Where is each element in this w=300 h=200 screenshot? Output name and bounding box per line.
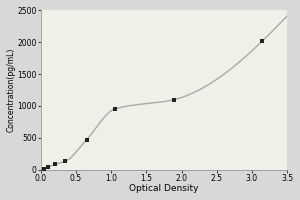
Y-axis label: Concentration(pg/mL): Concentration(pg/mL) — [7, 48, 16, 132]
X-axis label: Optical Density: Optical Density — [129, 184, 199, 193]
